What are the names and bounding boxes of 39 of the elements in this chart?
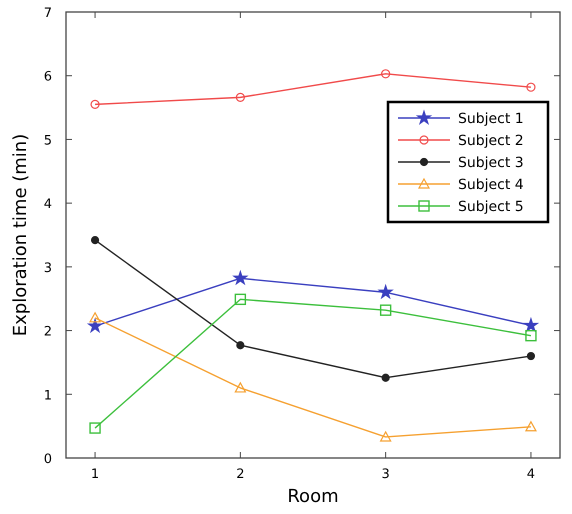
y-tick-label: 1 bbox=[44, 388, 52, 404]
legend-label: Subject 3 bbox=[458, 155, 524, 171]
point bbox=[381, 69, 390, 78]
point bbox=[526, 352, 536, 360]
point bbox=[89, 422, 101, 434]
point bbox=[380, 304, 392, 316]
point bbox=[234, 294, 246, 306]
y-tick-label: 5 bbox=[44, 133, 52, 148]
point bbox=[525, 330, 537, 342]
y-axis-title: Exploration time (min) bbox=[10, 134, 31, 336]
point bbox=[90, 100, 100, 109]
point bbox=[236, 92, 245, 102]
point bbox=[236, 341, 244, 350]
point bbox=[378, 284, 393, 299]
x-tick-label: 1 bbox=[90, 467, 100, 482]
y-tick-label: 2 bbox=[44, 324, 52, 340]
point bbox=[526, 82, 536, 92]
point bbox=[233, 270, 248, 285]
y-tick-label: 0 bbox=[44, 452, 52, 467]
x-axis-title: Room bbox=[287, 486, 339, 507]
point bbox=[525, 421, 537, 432]
legend-label: Subject 1 bbox=[458, 111, 524, 127]
point bbox=[89, 312, 101, 322]
point bbox=[524, 318, 538, 332]
y-tick-label: 4 bbox=[44, 197, 52, 212]
y-tick-label: 6 bbox=[44, 70, 52, 85]
legend-label: Subject 5 bbox=[458, 199, 524, 215]
x-tick-label: 3 bbox=[382, 467, 390, 482]
point bbox=[90, 236, 100, 244]
legend-label: Subject 2 bbox=[458, 133, 524, 149]
x-tick-label: 2 bbox=[236, 467, 244, 482]
point bbox=[88, 318, 102, 332]
point bbox=[382, 374, 390, 382]
x-tick-label: 4 bbox=[526, 467, 536, 482]
y-tick-label: 3 bbox=[44, 260, 52, 276]
y-tick-label: 7 bbox=[44, 6, 52, 21]
legend-label: Subject 4 bbox=[458, 177, 524, 193]
point bbox=[380, 431, 392, 442]
point bbox=[234, 382, 246, 393]
